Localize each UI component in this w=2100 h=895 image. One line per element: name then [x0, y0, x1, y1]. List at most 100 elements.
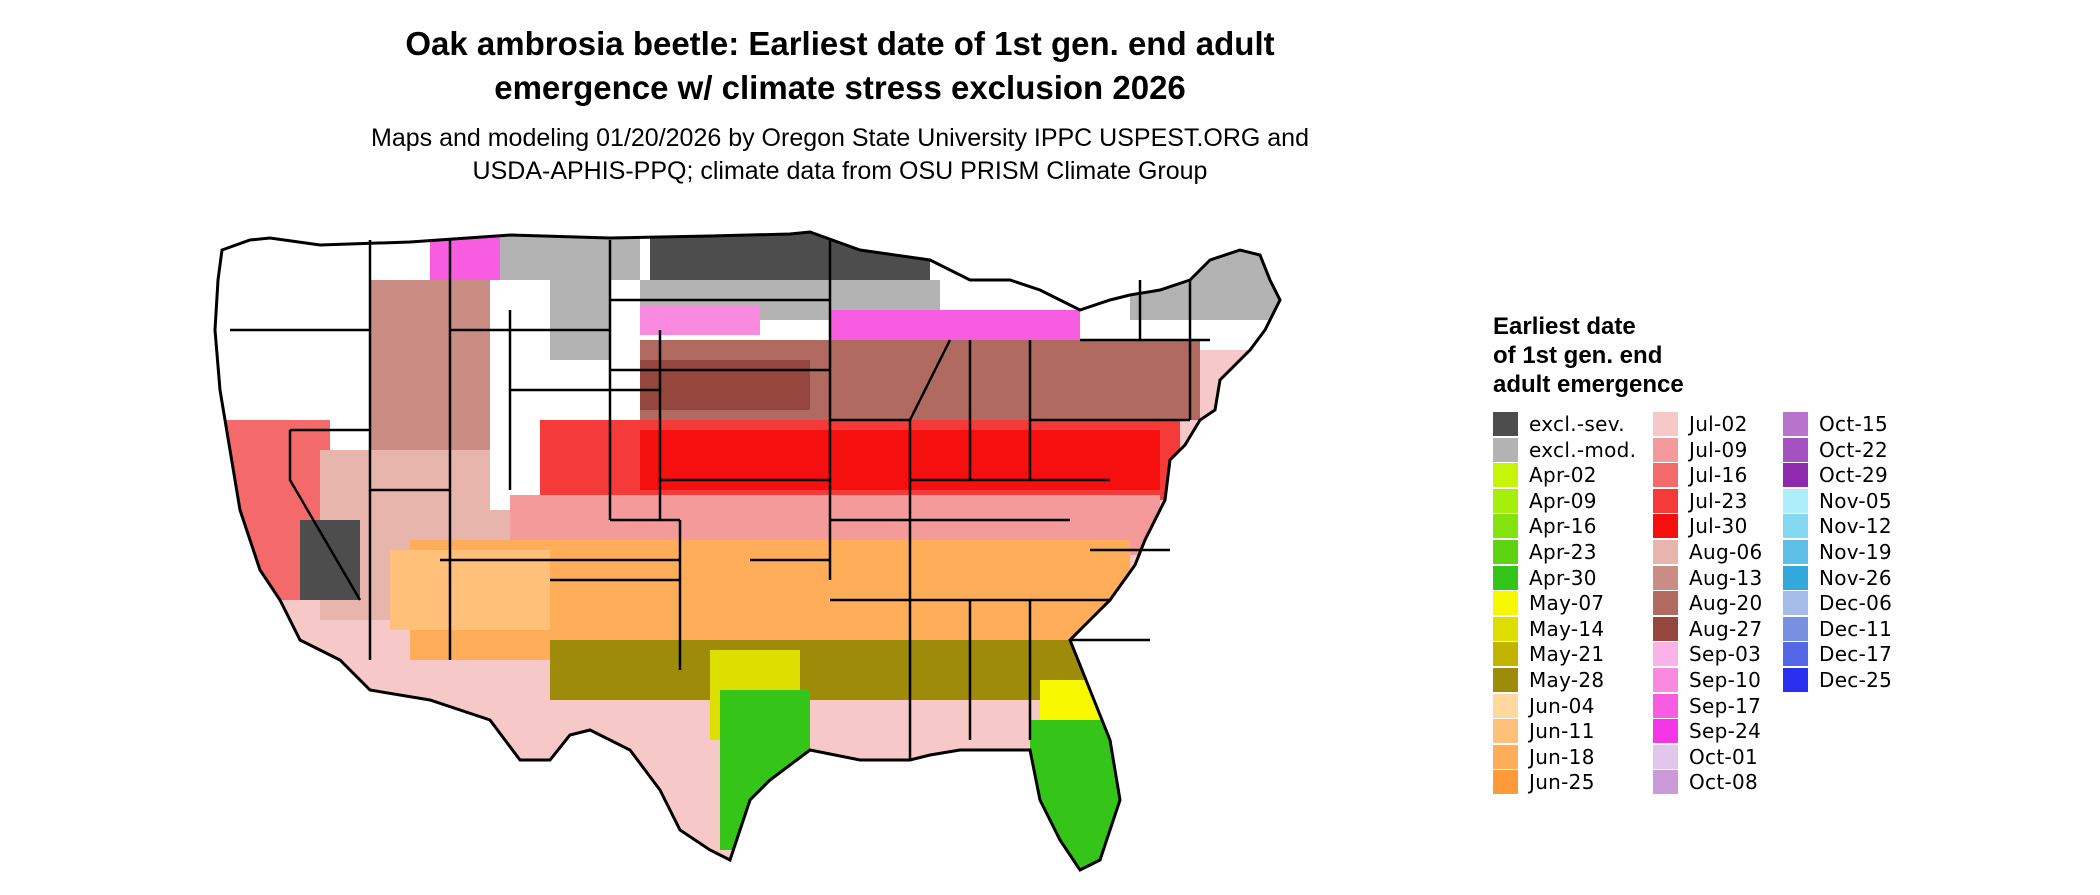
legend-label: May-28 [1529, 668, 1605, 692]
legend-swatch [1493, 463, 1518, 488]
legend-label: Oct-29 [1819, 463, 1889, 488]
legend-label: Dec-25 [1819, 668, 1893, 692]
zone-pink-wi [830, 310, 1080, 345]
legend-item: Oct-15 [1783, 411, 1943, 436]
legend-label: Sep-17 [1689, 693, 1762, 718]
legend-item: May-28 [1493, 667, 1653, 692]
legend-item: Nov-05 [1783, 488, 1943, 513]
legend-item: Jul-02 [1653, 411, 1813, 436]
zone-orange-light [390, 550, 550, 630]
legend-label: Apr-16 [1529, 514, 1597, 539]
legend-label: May-21 [1529, 642, 1605, 667]
legend-swatch [1493, 565, 1518, 590]
legend-swatch [1493, 540, 1518, 564]
legend-swatch [1493, 693, 1518, 718]
legend-label: May-07 [1529, 591, 1605, 616]
legend-item: Jun-11 [1493, 718, 1653, 744]
legend-item: Aug-20 [1653, 590, 1813, 616]
legend-label: May-14 [1529, 616, 1605, 641]
legend-item: May-21 [1493, 641, 1653, 667]
zone-texas-green [720, 690, 810, 850]
legend-swatch [1653, 770, 1678, 795]
legend-label: Sep-10 [1689, 668, 1762, 692]
legend-item: Jul-09 [1653, 437, 1813, 462]
legend-swatch [1493, 719, 1518, 744]
legend-item: Jul-23 [1653, 488, 1813, 513]
legend-swatch [1493, 642, 1518, 667]
legend-item: Dec-11 [1783, 616, 1943, 641]
legend-item: Apr-30 [1493, 565, 1653, 590]
legend-item: Oct-22 [1783, 437, 1943, 462]
legend-label: Jun-04 [1529, 693, 1595, 718]
legend-item: excl.-mod. [1493, 437, 1653, 462]
legend-swatch [1653, 642, 1678, 667]
legend-swatch [1783, 591, 1808, 616]
map-subtitle-line1: Maps and modeling 01/20/2026 by Oregon S… [371, 124, 1309, 152]
legend-swatch [1783, 565, 1808, 590]
zone-pink-mt [430, 235, 500, 285]
legend-swatch [1653, 514, 1678, 539]
legend-label: Oct-22 [1819, 437, 1889, 462]
us-map [210, 220, 1460, 890]
legend-item: Oct-29 [1783, 462, 1943, 488]
legend-label: Sep-03 [1689, 642, 1762, 667]
zone-az-excl [300, 520, 360, 600]
legend-swatch [1493, 668, 1518, 692]
legend-label: Apr-23 [1529, 540, 1597, 564]
legend-label: Apr-02 [1529, 463, 1597, 488]
legend-label: Nov-19 [1819, 540, 1892, 564]
legend-label: Jul-02 [1689, 412, 1748, 436]
legend-swatch [1783, 668, 1808, 692]
us-map-svg [213, 230, 1282, 872]
legend-label: Dec-11 [1819, 616, 1893, 641]
legend-item: May-07 [1493, 590, 1653, 616]
legend-swatch [1783, 412, 1808, 436]
legend-swatch [1493, 514, 1518, 539]
legend-item: Aug-06 [1653, 539, 1813, 564]
map-title: Oak ambrosia beetle: Earliest date of 1s… [280, 22, 1400, 110]
legend-item: Jul-30 [1653, 513, 1813, 539]
legend-swatch [1653, 463, 1678, 488]
legend-swatch [1783, 437, 1808, 462]
legend-swatch [1783, 463, 1808, 488]
legend-title: Earliest date of 1st gen. end adult emer… [1493, 312, 1773, 399]
legend-label: Dec-06 [1819, 591, 1893, 616]
legend-title-line3: adult emergence [1493, 371, 1684, 398]
legend-swatch [1493, 591, 1518, 616]
legend-item: Nov-26 [1783, 565, 1943, 590]
zone-excl-sev-nd [650, 232, 790, 280]
legend-item: Apr-16 [1493, 513, 1653, 539]
legend-item: Jun-18 [1493, 744, 1653, 769]
legend-item: Sep-17 [1653, 693, 1813, 718]
legend-label: excl.-sev. [1529, 412, 1625, 436]
legend-item: Jul-16 [1653, 462, 1813, 488]
legend-swatch [1493, 437, 1518, 462]
map-title-line1: Oak ambrosia beetle: Earliest date of 1s… [405, 25, 1275, 62]
legend-item: Dec-17 [1783, 641, 1943, 667]
zone-west-brown [370, 280, 490, 460]
us-outline [213, 230, 1282, 872]
legend-label: Jun-11 [1529, 719, 1595, 744]
legend-item: Dec-25 [1783, 667, 1943, 692]
legend-item: Sep-10 [1653, 667, 1813, 692]
zone-rockies-gray [550, 280, 610, 360]
zone-excl-mod-maine [1130, 232, 1280, 320]
zone-florida-green [1030, 720, 1130, 870]
legend-label: Aug-13 [1689, 565, 1763, 590]
legend-swatch [1653, 565, 1678, 590]
legend-swatch [1653, 719, 1678, 744]
legend-swatch [1783, 514, 1808, 539]
legend-item: Sep-24 [1653, 718, 1813, 744]
legend-label: Apr-30 [1529, 565, 1597, 590]
legend-label: Dec-17 [1819, 642, 1893, 667]
legend-item: May-14 [1493, 616, 1653, 641]
state-borders [230, 240, 1210, 760]
legend-label: Aug-06 [1689, 540, 1763, 564]
legend-item: Aug-13 [1653, 565, 1813, 590]
legend-item: Oct-01 [1653, 744, 1813, 769]
legend-swatch [1493, 488, 1518, 513]
legend-item: Oct-08 [1653, 769, 1813, 795]
legend-item: excl.-sev. [1493, 411, 1653, 436]
legend-swatch [1653, 488, 1678, 513]
legend-swatch [1493, 412, 1518, 436]
